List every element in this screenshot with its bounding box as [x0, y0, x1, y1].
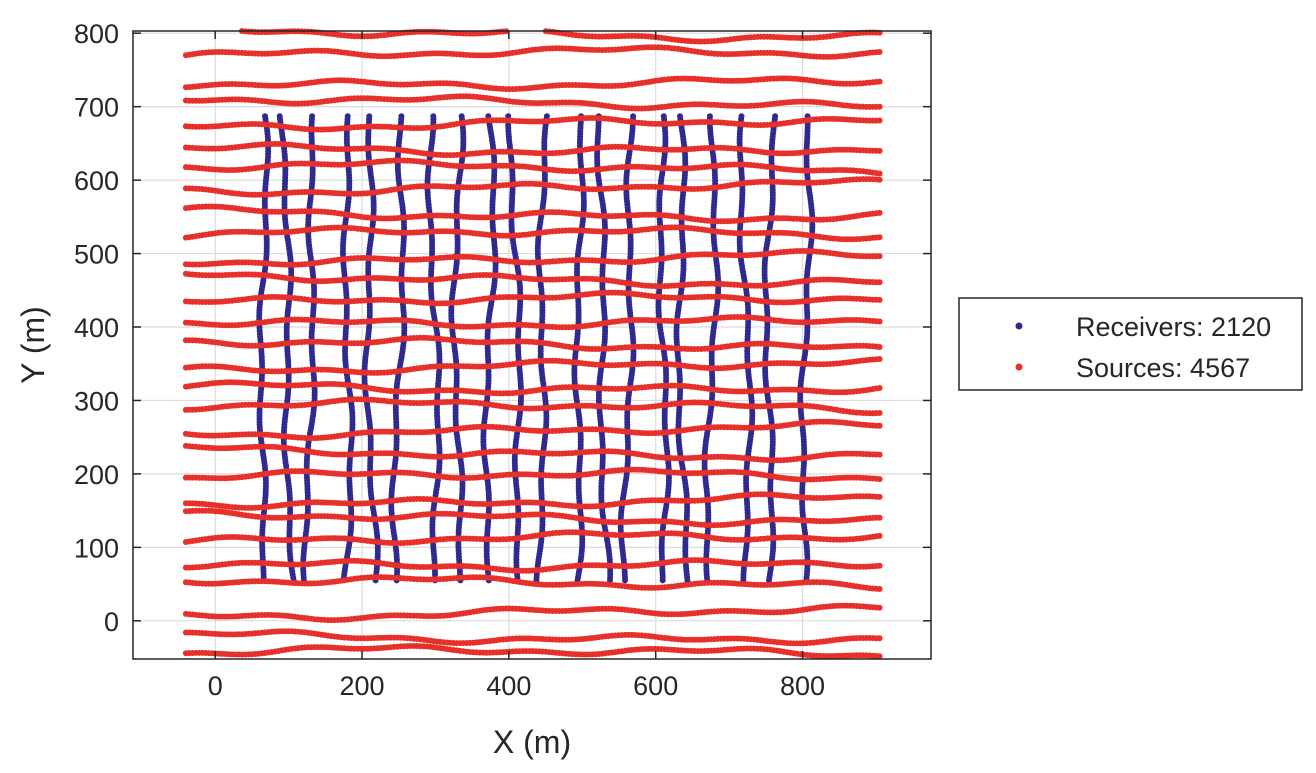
- source-point: [876, 532, 883, 539]
- receiver-point: [262, 113, 268, 120]
- receiver-point: [660, 113, 667, 120]
- source-point: [876, 586, 883, 592]
- source-point: [876, 493, 883, 500]
- receiver-point: [772, 113, 779, 120]
- receiver-point: [706, 113, 713, 120]
- receiver-point: [276, 113, 283, 120]
- receiver-point: [630, 113, 637, 120]
- receiver-point: [309, 113, 316, 120]
- receiver-point: [458, 113, 465, 120]
- receiver-point: [344, 113, 351, 120]
- source-point: [876, 604, 883, 611]
- source-point: [876, 635, 883, 642]
- receiver-point: [677, 113, 683, 120]
- source-point: [876, 514, 883, 521]
- receiver-point: [738, 113, 745, 120]
- sources-series: [182, 28, 883, 660]
- receiver-point: [430, 113, 437, 120]
- receiver-point: [366, 113, 373, 120]
- source-point: [876, 562, 883, 569]
- receiver-point: [398, 113, 405, 120]
